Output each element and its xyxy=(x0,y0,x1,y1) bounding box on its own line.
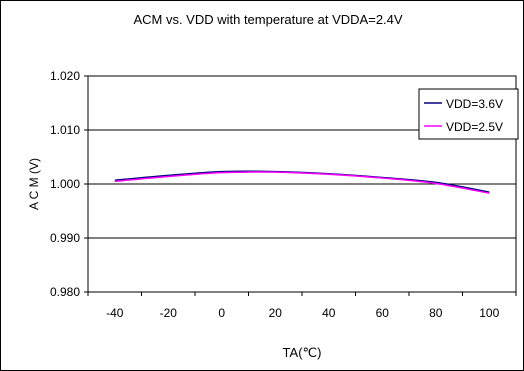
x-tick-label: 60 xyxy=(376,306,390,320)
x-tick-label: 100 xyxy=(479,306,499,320)
y-axis-label: A C M (V) xyxy=(27,158,41,210)
x-tick-label: -40 xyxy=(106,306,124,320)
y-tick-label: 1.020 xyxy=(50,69,80,83)
y-tick-label: 1.000 xyxy=(50,177,80,191)
legend-box xyxy=(418,88,519,140)
legend: VDD=3.6V VDD=2.5V xyxy=(418,88,519,140)
x-axis-label: TA(℃) xyxy=(283,345,322,360)
x-tick-label: 40 xyxy=(322,306,336,320)
series-lines xyxy=(114,170,490,194)
y-tick-label: 0.990 xyxy=(50,231,80,245)
y-axis-tick-labels: 0.980 0.990 1.000 1.010 1.020 xyxy=(50,69,88,299)
legend-label: VDD=2.5V xyxy=(446,120,503,134)
x-tick-label: 80 xyxy=(429,306,443,320)
x-tick-label: 0 xyxy=(218,306,225,320)
y-tick-label: 0.980 xyxy=(50,285,80,299)
y-tick-label: 1.010 xyxy=(50,123,80,137)
x-axis-tick-labels: -40 -20 0 20 40 60 80 100 xyxy=(87,292,517,320)
legend-label: VDD=3.6V xyxy=(446,97,503,111)
x-tick-label: -20 xyxy=(160,306,178,320)
series-line xyxy=(114,171,490,194)
x-tick-label: 20 xyxy=(269,306,283,320)
chart-title: ACM vs. VDD with temperature at VDDA=2.4… xyxy=(133,12,402,27)
